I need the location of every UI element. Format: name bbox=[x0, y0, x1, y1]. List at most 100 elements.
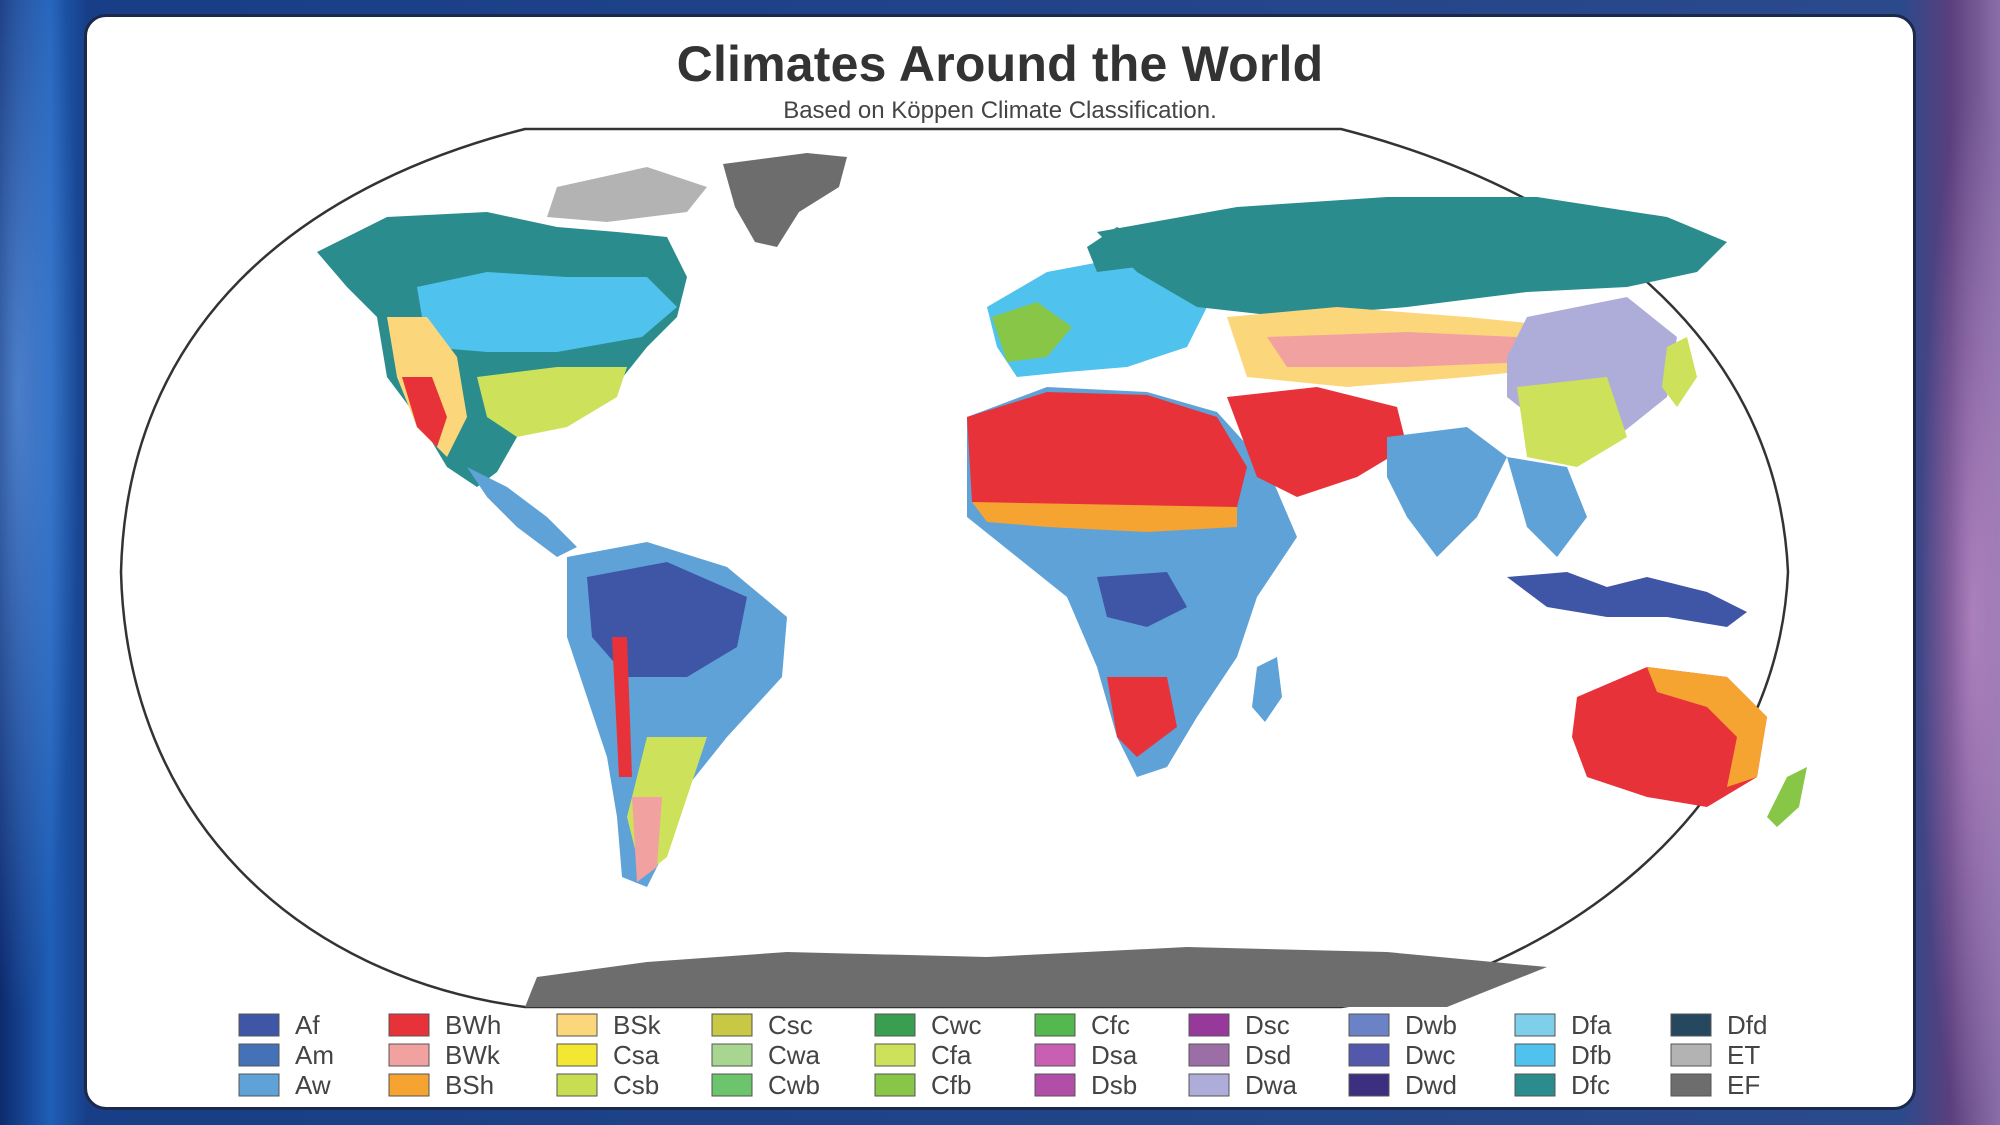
legend-item-dsa: Dsa bbox=[1034, 1040, 1138, 1070]
asia-steppe bbox=[1267, 332, 1527, 367]
australia-coast bbox=[1647, 667, 1767, 787]
legend-label: Cfb bbox=[931, 1070, 971, 1100]
china-cfa bbox=[1517, 377, 1627, 467]
legend-label: Dsd bbox=[1245, 1040, 1291, 1070]
legend-label: Cfa bbox=[931, 1040, 972, 1070]
legend-item-dwd: Dwd bbox=[1348, 1070, 1457, 1100]
legend-item-bwh: BWh bbox=[388, 1010, 501, 1040]
legend-item-dfd: Dfd bbox=[1670, 1010, 1767, 1040]
legend-swatch bbox=[1348, 1073, 1390, 1097]
legend-item-af: Af bbox=[238, 1010, 320, 1040]
legend-swatch bbox=[388, 1073, 430, 1097]
legend-label: Af bbox=[295, 1010, 320, 1040]
legend-label: Dsa bbox=[1091, 1040, 1138, 1070]
sahara bbox=[967, 392, 1247, 512]
legend-item-csb: Csb bbox=[556, 1070, 659, 1100]
legend-swatch bbox=[238, 1043, 280, 1067]
legend-item-et: ET bbox=[1670, 1040, 1760, 1070]
na-desert bbox=[402, 377, 447, 447]
legend-swatch bbox=[388, 1043, 430, 1067]
asia-north bbox=[1097, 197, 1727, 317]
legend-swatch bbox=[711, 1073, 753, 1097]
background-right-storm bbox=[1910, 0, 2000, 1125]
legend-item-cfb: Cfb bbox=[874, 1070, 971, 1100]
legend-label: Dsc bbox=[1245, 1010, 1290, 1040]
legend-swatch bbox=[1514, 1073, 1556, 1097]
legend-label: BSh bbox=[445, 1070, 494, 1100]
antarctica bbox=[525, 947, 1547, 1007]
legend-label: Dfd bbox=[1727, 1010, 1767, 1040]
legend-label: EF bbox=[1727, 1070, 1760, 1100]
world-climate-map bbox=[119, 127, 1807, 1009]
legend-item-dfc: Dfc bbox=[1514, 1070, 1610, 1100]
legend-item-dwa: Dwa bbox=[1188, 1070, 1298, 1100]
legend-label: Dwd bbox=[1405, 1070, 1457, 1100]
legend-label: Dsb bbox=[1091, 1070, 1137, 1100]
legend-item-bsk: BSk bbox=[556, 1010, 662, 1040]
legend-swatch bbox=[556, 1013, 598, 1037]
legend-swatch bbox=[1188, 1073, 1230, 1097]
legend-label: Cwa bbox=[768, 1040, 821, 1070]
legend-item-am: Am bbox=[238, 1040, 334, 1070]
legend-swatch bbox=[1670, 1013, 1712, 1037]
legend-item-bwk: BWk bbox=[388, 1040, 501, 1070]
legend-item-dfa: Dfa bbox=[1514, 1010, 1612, 1040]
legend-swatch bbox=[556, 1073, 598, 1097]
sa-atacama bbox=[612, 637, 632, 777]
legend-item-dwb: Dwb bbox=[1348, 1010, 1457, 1040]
sa-patagonia bbox=[632, 797, 662, 882]
na-dfb-belt bbox=[417, 272, 677, 352]
legend-swatch bbox=[1670, 1043, 1712, 1067]
legend-swatch bbox=[1034, 1043, 1076, 1067]
map-card: Climates Around the World Based on Köppe… bbox=[84, 14, 1916, 1110]
map-title: Climates Around the World bbox=[676, 36, 1324, 92]
legend-label: Csc bbox=[768, 1010, 813, 1040]
legend-label: BSk bbox=[613, 1010, 662, 1040]
legend-label: ET bbox=[1727, 1040, 1760, 1070]
india bbox=[1387, 427, 1507, 557]
arctic-islands bbox=[547, 167, 707, 222]
legend-swatch bbox=[1034, 1073, 1076, 1097]
legend-swatch bbox=[874, 1013, 916, 1037]
legend-label: Dfa bbox=[1571, 1010, 1612, 1040]
legend-label: BWk bbox=[445, 1040, 501, 1070]
legend-swatch bbox=[1188, 1043, 1230, 1067]
legend-swatch bbox=[1034, 1013, 1076, 1037]
legend-swatch bbox=[711, 1013, 753, 1037]
legend-label: Csb bbox=[613, 1070, 659, 1100]
legend-label: Dfc bbox=[1571, 1070, 1610, 1100]
na-cfa-south bbox=[477, 367, 627, 437]
europe-west bbox=[992, 302, 1072, 362]
legend-swatch bbox=[874, 1043, 916, 1067]
new-zealand bbox=[1767, 767, 1807, 827]
legend-swatch bbox=[238, 1073, 280, 1097]
legend-label: Cwb bbox=[768, 1070, 820, 1100]
map-subtitle: Based on Köppen Climate Classification. bbox=[783, 97, 1217, 124]
legend-item-csc: Csc bbox=[711, 1010, 813, 1040]
indonesia bbox=[1507, 572, 1747, 627]
sahel bbox=[972, 502, 1237, 532]
legend-item-cwc: Cwc bbox=[874, 1010, 982, 1040]
legend-swatch bbox=[388, 1013, 430, 1037]
legend-item-dsb: Dsb bbox=[1034, 1070, 1137, 1100]
legend-item-cwa: Cwa bbox=[711, 1040, 821, 1070]
legend-swatch bbox=[556, 1043, 598, 1067]
legend-item-cfc: Cfc bbox=[1034, 1010, 1130, 1040]
legend-swatch bbox=[1188, 1013, 1230, 1037]
background-left-sky bbox=[0, 0, 90, 1125]
legend-item-csa: Csa bbox=[556, 1040, 660, 1070]
central-america bbox=[467, 467, 577, 557]
legend-swatch bbox=[711, 1043, 753, 1067]
legend-swatch bbox=[1514, 1013, 1556, 1037]
legend-label: Cfc bbox=[1091, 1010, 1130, 1040]
legend-swatch bbox=[1348, 1043, 1390, 1067]
legend-label: Cwc bbox=[931, 1010, 982, 1040]
legend-item-dfb: Dfb bbox=[1514, 1040, 1611, 1070]
japan bbox=[1662, 337, 1697, 407]
legend-item-cfa: Cfa bbox=[874, 1040, 972, 1070]
legend-label: Csa bbox=[613, 1040, 660, 1070]
legend-label: Dwa bbox=[1245, 1070, 1298, 1100]
climate-legend: AfAmAwBWhBWkBShBSkCsaCsbCscCwaCwbCwcCfaC… bbox=[238, 1010, 1767, 1100]
legend-label: Dwb bbox=[1405, 1010, 1457, 1040]
legend-swatch bbox=[1514, 1043, 1556, 1067]
